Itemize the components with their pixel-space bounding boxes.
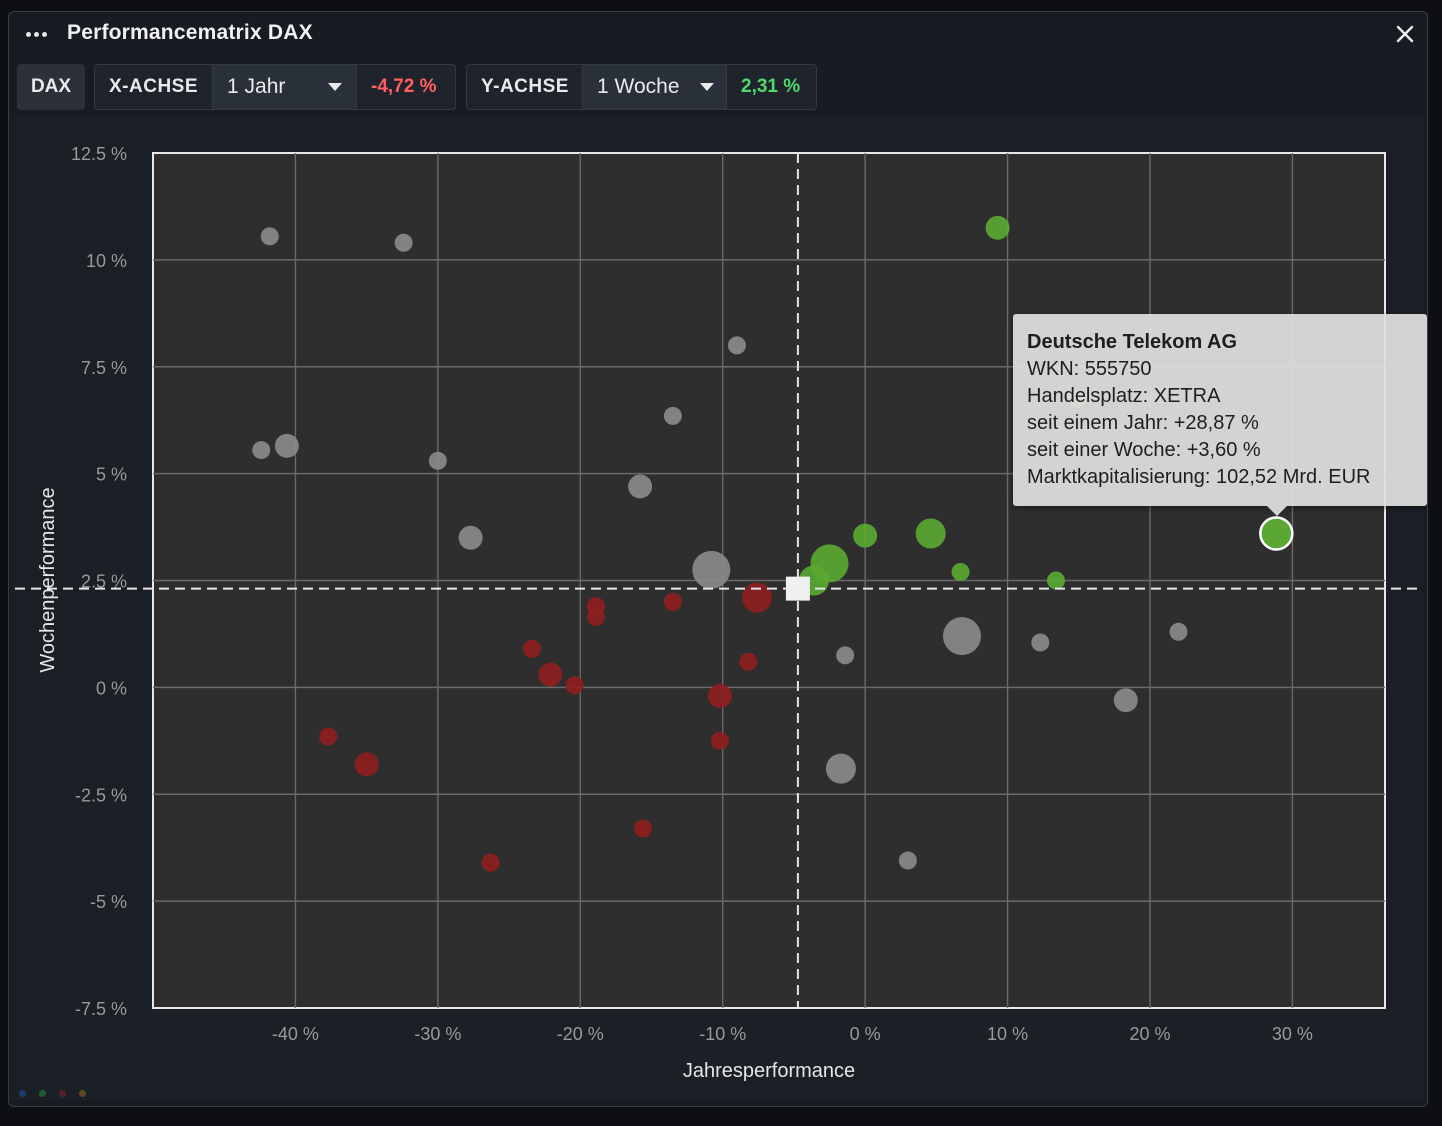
data-point-neutral[interactable]: [898, 851, 917, 870]
data-point-neutral[interactable]: [825, 753, 856, 784]
title-bar: Performancematrix DAX: [9, 12, 1427, 56]
tooltip-arrow: [1267, 506, 1287, 516]
close-icon[interactable]: [1393, 22, 1417, 46]
data-point-neutral[interactable]: [1113, 688, 1138, 713]
data-point-negative[interactable]: [522, 639, 541, 658]
data-point-positive[interactable]: [853, 523, 878, 548]
y-axis-group: Y-ACHSE 1 Woche 2,31 %: [466, 64, 817, 110]
data-point-negative[interactable]: [739, 652, 758, 671]
x-tick-label: -10 %: [699, 1024, 746, 1044]
data-point-neutral[interactable]: [692, 550, 731, 589]
y-axis-title: Wochenperformance: [37, 487, 59, 672]
data-point-neutral[interactable]: [1169, 622, 1188, 641]
reference-lines: [15, 153, 1421, 1008]
x-axis-group: X-ACHSE 1 Jahr -4,72 %: [94, 64, 456, 110]
data-point-neutral[interactable]: [1031, 633, 1050, 652]
data-point-negative[interactable]: [319, 727, 338, 746]
data-point-negative[interactable]: [710, 731, 729, 750]
y-tick-label: 12.5 %: [71, 144, 127, 164]
data-point-neutral[interactable]: [942, 617, 981, 656]
y-axis-reference-value: 2,31 %: [741, 76, 801, 97]
y-tick-label: 2.5 %: [81, 572, 127, 592]
tooltip-year: seit einem Jahr: +28,87 %: [1027, 412, 1259, 434]
data-point-negative[interactable]: [707, 683, 732, 708]
chevron-down-icon: [699, 83, 714, 91]
data-point-highlighted[interactable]: [1259, 516, 1294, 551]
scatter-chart: -40 % -30 % -20 % -10 % 0 % 10 % 20 % 30 % 12.5 …: [11, 118, 1423, 1100]
data-point-negative[interactable]: [663, 592, 682, 611]
x-tick-label: 20 %: [1129, 1024, 1170, 1044]
data-point-positive[interactable]: [951, 562, 970, 581]
data-point-neutral[interactable]: [252, 441, 271, 460]
data-point-positive[interactable]: [1046, 571, 1065, 590]
menu-dots-icon[interactable]: [25, 26, 51, 42]
data-point-negative[interactable]: [633, 819, 652, 838]
tooltip-market-cap: Marktkapitalisierung: 102,52 Mrd. EUR: [1027, 466, 1371, 488]
reference-marker: [785, 576, 810, 601]
data-points: [252, 215, 1294, 872]
chevron-down-icon: [328, 83, 342, 91]
y-axis-period-value: 1 Woche: [597, 75, 680, 98]
tick-labels: -40 % -30 % -20 % -10 % 0 % 10 % 20 % 30 % 12.5 …: [71, 144, 1313, 1044]
tooltip-wkn: WKN: 555750: [1027, 358, 1152, 380]
data-point-neutral[interactable]: [274, 433, 299, 458]
window-title: Performancematrix DAX: [67, 21, 313, 44]
tooltip-week: seit einer Woche: +3,60 %: [1027, 439, 1261, 461]
data-point-negative[interactable]: [741, 582, 772, 613]
y-tick-label: -7.5 %: [75, 999, 127, 1019]
data-point-neutral[interactable]: [394, 233, 413, 252]
x-tick-label: 0 %: [850, 1024, 881, 1044]
tooltip-venue: Handelsplatz: XETRA: [1027, 385, 1221, 407]
point-tooltip: Deutsche Telekom AG WKN: 555750 Handelsp…: [1013, 314, 1427, 516]
y-tick-label: -2.5 %: [75, 785, 127, 805]
data-point-neutral[interactable]: [727, 336, 746, 355]
data-point-neutral[interactable]: [663, 406, 682, 425]
y-tick-label: 0 %: [96, 678, 127, 698]
x-axis-reference-value: -4,72 %: [371, 76, 437, 97]
y-tick-label: 7.5 %: [81, 358, 127, 378]
index-button-dax[interactable]: DAX: [17, 64, 85, 110]
x-tick-label: -30 %: [414, 1024, 461, 1044]
data-point-positive[interactable]: [985, 215, 1010, 240]
data-point-neutral[interactable]: [428, 451, 447, 470]
y-axis-label: Y-ACHSE: [481, 76, 569, 97]
performance-matrix-window: Performancematrix DAX DAX X-ACHSE 1 Jahr…: [8, 11, 1428, 1107]
x-tick-label: 30 %: [1272, 1024, 1313, 1044]
data-point-negative[interactable]: [354, 752, 379, 777]
data-point-neutral[interactable]: [458, 525, 483, 550]
x-tick-label: -20 %: [557, 1024, 604, 1044]
grid-lines: [153, 153, 1385, 1008]
y-tick-label: 5 %: [96, 465, 127, 485]
x-tick-label: -40 %: [272, 1024, 319, 1044]
tooltip-title: Deutsche Telekom AG: [1027, 331, 1238, 353]
x-axis-period-select[interactable]: 1 Jahr: [212, 65, 357, 109]
data-point-neutral[interactable]: [628, 474, 653, 499]
x-axis-title: Jahresperformance: [683, 1060, 855, 1082]
data-point-neutral[interactable]: [836, 646, 855, 665]
data-point-positive[interactable]: [915, 518, 946, 549]
x-axis-period-value: 1 Jahr: [227, 75, 286, 98]
data-point-negative[interactable]: [565, 676, 584, 695]
x-axis-label: X-ACHSE: [109, 76, 199, 97]
data-point-negative[interactable]: [481, 853, 500, 872]
y-axis-period-select[interactable]: 1 Woche: [582, 65, 727, 109]
y-tick-label: 10 %: [86, 251, 127, 271]
x-tick-label: 10 %: [987, 1024, 1028, 1044]
y-tick-label: -5 %: [90, 892, 127, 912]
data-point-negative[interactable]: [586, 607, 605, 626]
data-point-negative[interactable]: [538, 662, 563, 687]
data-point-neutral[interactable]: [260, 227, 279, 246]
